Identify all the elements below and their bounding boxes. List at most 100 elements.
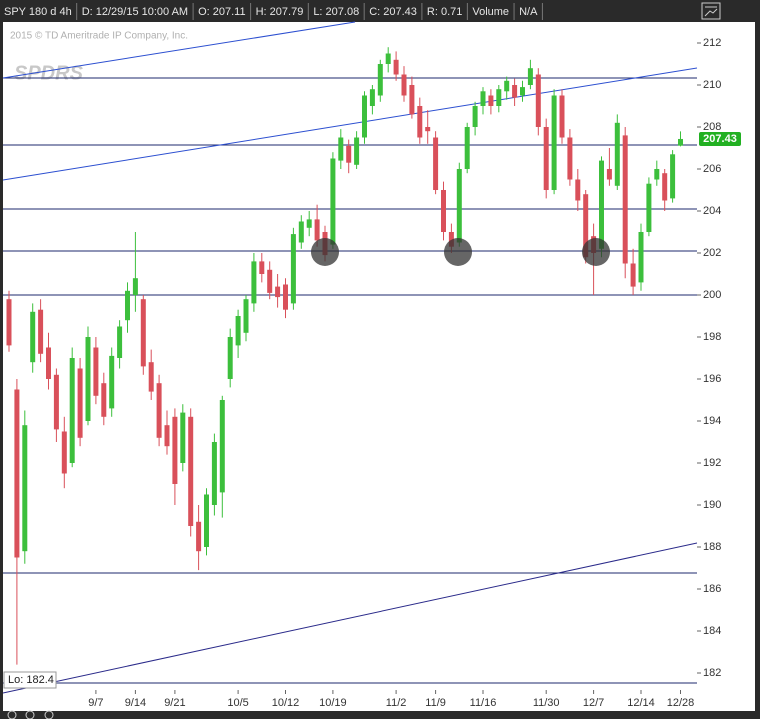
- x-tick-label: 9/7: [88, 697, 103, 709]
- toolbar-icon[interactable]: [7, 710, 17, 719]
- candle-body: [6, 299, 12, 346]
- marker: [444, 238, 472, 266]
- y-tick-label: 206: [703, 163, 721, 175]
- candle-body: [527, 68, 533, 85]
- candle-body: [654, 168, 660, 180]
- candle-body: [148, 362, 154, 392]
- candle-body: [204, 494, 209, 547]
- header-field: C: 207.43: [369, 6, 417, 18]
- x-tick-label: 11/2: [386, 697, 407, 709]
- candle-body: [22, 425, 28, 552]
- y-tick-label: 204: [703, 205, 721, 217]
- candle-body: [488, 95, 494, 106]
- markers: [311, 238, 610, 266]
- candle-body: [433, 137, 439, 190]
- candle-body: [662, 173, 668, 201]
- candle-body: [14, 389, 20, 558]
- candle-body: [243, 299, 249, 333]
- candle-body: [61, 431, 67, 474]
- candle-body: [559, 95, 565, 138]
- header-field: R: 0.71: [427, 6, 462, 18]
- candle-body: [567, 137, 573, 180]
- candle-body: [38, 309, 44, 354]
- marker: [582, 238, 610, 266]
- y-tick-label: 182: [703, 667, 721, 679]
- candle-body: [251, 261, 257, 304]
- y-tick-label: 190: [703, 499, 721, 511]
- y-tick-label: 198: [703, 331, 721, 343]
- x-tick-label: 9/14: [125, 697, 146, 709]
- candle-body: [227, 336, 233, 379]
- y-tick-label: 188: [703, 541, 721, 553]
- candle-body: [369, 89, 375, 106]
- header: SPY 180 d 4h D: 12/29/15 10:00 AM O: 207.1…: [4, 3, 543, 20]
- candle-body: [496, 89, 502, 106]
- candle-body: [377, 63, 383, 96]
- candles: [6, 47, 683, 665]
- candle-body: [314, 219, 320, 241]
- candle-body: [638, 231, 644, 283]
- candle-body: [85, 336, 91, 421]
- low-label-box: [3, 671, 57, 689]
- header-field: L: 207.08: [313, 6, 359, 18]
- candle-body: [77, 368, 83, 438]
- drawings: [2, 21, 698, 694]
- low-label: Lo: 182.4: [3, 671, 57, 689]
- icon-box[interactable]: [701, 2, 721, 20]
- candle-body: [583, 194, 589, 258]
- candle-body: [346, 145, 352, 163]
- candle-body: [196, 521, 202, 552]
- y-tick-label: 196: [703, 373, 721, 385]
- candle-body: [401, 74, 407, 96]
- candle-body: [338, 137, 344, 161]
- candle-body: [180, 412, 186, 463]
- trend-line: [2, 67, 698, 181]
- candle-body: [622, 135, 628, 264]
- candle-body: [425, 126, 431, 132]
- candle-body: [409, 84, 415, 115]
- candle-body: [188, 416, 194, 526]
- icon-line: [704, 8, 718, 17]
- x-axis-area: [3, 690, 755, 711]
- header-icon[interactable]: [701, 2, 721, 20]
- marker: [311, 238, 339, 266]
- candle-body: [30, 311, 36, 363]
- x-tick-label: 10/5: [227, 697, 248, 709]
- y-tick-label: 200: [703, 289, 721, 301]
- candle-body: [298, 221, 304, 243]
- candle-body: [259, 261, 265, 274]
- x-tick-label: 11/9: [425, 697, 446, 709]
- low-label-text: Lo: 182.4: [8, 674, 54, 686]
- candle-body: [464, 126, 470, 169]
- candle-body: [290, 234, 296, 304]
- candle-body: [575, 179, 581, 201]
- header-field: Volume: [472, 6, 509, 18]
- toolbar-icon[interactable]: [25, 710, 35, 719]
- candle-body: [535, 74, 541, 127]
- candle-body: [211, 441, 217, 505]
- candle-body: [267, 269, 273, 293]
- header-field: D: 12/29/15 10:00 AM: [82, 6, 188, 18]
- candle-body: [283, 284, 288, 310]
- candle-body: [172, 416, 178, 484]
- trend-line: [2, 21, 356, 79]
- candle-body: [678, 138, 683, 146]
- candle-body: [93, 347, 99, 396]
- x-tick-label: 12/28: [667, 697, 695, 709]
- logo: SPDRS: [14, 62, 84, 84]
- candle-body: [520, 87, 525, 96]
- candle-body: [599, 160, 604, 249]
- y-tick-label: 186: [703, 583, 721, 595]
- x-tick-label: 12/7: [583, 697, 604, 709]
- candle-body: [219, 399, 225, 493]
- x-tick-label: 11/16: [470, 697, 497, 709]
- header-field: O: 207.11: [198, 6, 246, 18]
- x-tick-label: 10/12: [272, 697, 300, 709]
- candle-body: [512, 84, 518, 98]
- candle-body: [448, 231, 454, 247]
- candle-body: [606, 168, 612, 180]
- candle-body: [132, 278, 138, 295]
- toolbar-icon[interactable]: [44, 710, 54, 719]
- candle-body: [646, 183, 652, 232]
- candle-body: [441, 189, 446, 232]
